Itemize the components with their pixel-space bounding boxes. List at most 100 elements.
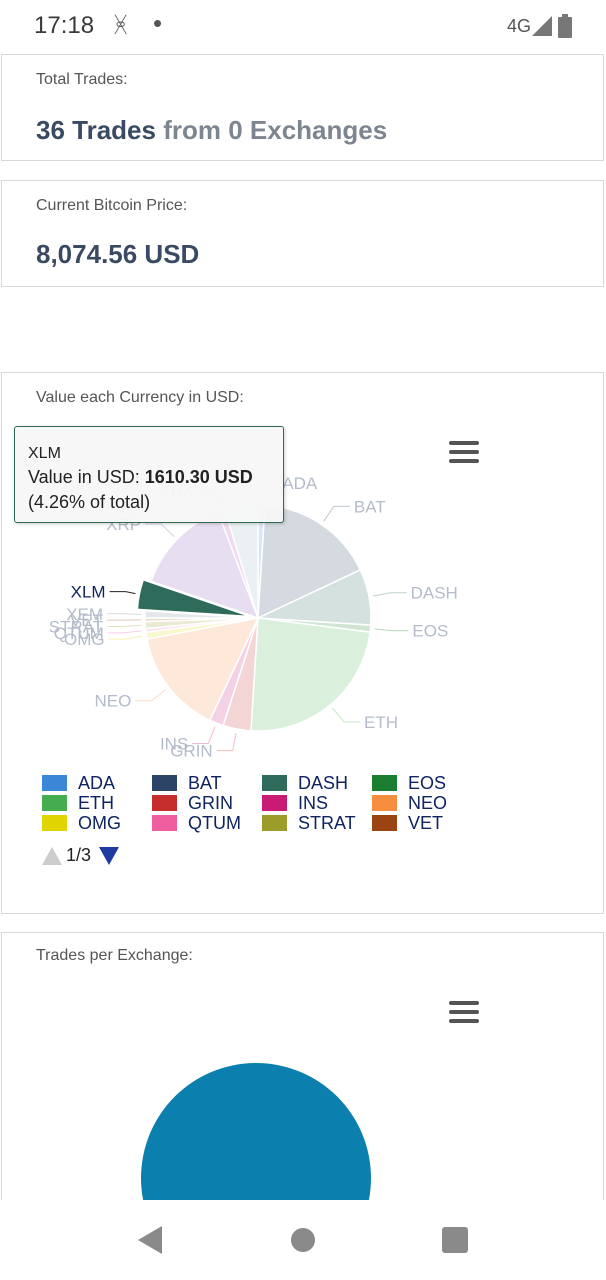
pie-slice-neo[interactable] xyxy=(146,616,260,722)
legend-item-vet[interactable]: VET xyxy=(372,813,443,833)
legend-next-page-icon[interactable] xyxy=(99,846,120,865)
legend-item-strat[interactable]: STRAT xyxy=(262,813,356,833)
legend-label: VET xyxy=(408,812,444,833)
legend-label: NEO xyxy=(408,792,448,813)
pie-connector-eth xyxy=(332,707,361,723)
tooltip-value-prefix: Value in USD: xyxy=(28,467,145,487)
pie-label-strat: STRAT xyxy=(49,617,103,636)
legend-swatch xyxy=(42,775,67,791)
legend-swatch xyxy=(152,775,177,791)
recents-icon[interactable] xyxy=(442,1227,468,1253)
pie-label-eth: ETH xyxy=(364,713,398,732)
pie-label-qtum: QTUM xyxy=(54,624,104,643)
legend-label: STRAT xyxy=(298,812,356,833)
legend-label: INS xyxy=(298,792,329,813)
exchange-pie-slice-0[interactable] xyxy=(141,1063,371,1200)
pie-label-xem: XEM xyxy=(66,605,103,624)
legend-swatch xyxy=(262,775,287,791)
exchanges-count: from 0 Exchanges xyxy=(163,115,388,145)
bitcoin-price-card: Current Bitcoin Price: 8,074.56 USD xyxy=(1,180,604,287)
currency-chart-title: Value each Currency in USD: xyxy=(36,389,244,406)
network-type: 4G xyxy=(507,16,532,36)
legend-item-eth[interactable]: ETH xyxy=(42,793,114,813)
battery-icon xyxy=(558,14,572,38)
legend-pager: 1/3 xyxy=(42,845,120,866)
currency-value-card: Value each Currency in USD: ADA BAT DASH EO… xyxy=(1,372,604,914)
pie-label-xlm: XLM xyxy=(71,583,106,602)
pie-label-grin: GRIN xyxy=(170,742,213,761)
total-trades-value: 36 Trades from 0 Exchanges xyxy=(36,115,387,146)
pie-connector-grin xyxy=(216,732,237,752)
notification-dot-icon: • xyxy=(153,8,163,38)
tooltip-value-line: Value in USD: 1610.30 USD xyxy=(28,467,253,488)
signal-icon xyxy=(532,16,552,36)
pie-label-ins: INS xyxy=(160,735,188,754)
legend-prev-page-icon[interactable] xyxy=(42,846,62,865)
chart-menu-button[interactable] xyxy=(449,441,479,465)
legend-item-bat[interactable]: BAT xyxy=(152,773,222,793)
legend-swatch xyxy=(262,795,287,811)
trades-exchange-title: Trades per Exchange: xyxy=(36,947,193,964)
tooltip-percent: (4.26% of total) xyxy=(28,492,151,512)
legend-item-qtum[interactable]: QTUM xyxy=(152,813,241,833)
legend-item-eos[interactable]: EOS xyxy=(372,773,446,793)
legend-label: EOS xyxy=(408,772,447,793)
legend-item-dash[interactable]: DASH xyxy=(262,773,348,793)
legend-label: ETH xyxy=(78,792,114,813)
total-trades-card: Total Trades: 36 Trades from 0 Exchanges xyxy=(1,54,604,161)
pie-label-bat: BAT xyxy=(354,497,386,516)
legend-swatch xyxy=(372,795,397,811)
pie-connector-dash xyxy=(372,592,407,597)
back-icon[interactable] xyxy=(138,1226,162,1254)
chart-tooltip: XLM Value in USD: 1610.30 USD (4.26% of … xyxy=(14,426,284,523)
home-icon[interactable] xyxy=(291,1228,315,1252)
pie-connector-strat xyxy=(107,624,142,627)
pie-connector-xem xyxy=(107,613,142,615)
pie-slice-xlm[interactable] xyxy=(136,578,251,618)
legend-item-ins[interactable]: INS xyxy=(262,793,328,813)
pie-connector-xrp xyxy=(145,523,175,537)
trades-count: 36 Trades xyxy=(36,115,156,145)
notification-icon: ᚸ xyxy=(114,12,128,37)
total-trades-label: Total Trades: xyxy=(36,71,128,88)
legend-swatch xyxy=(262,815,287,831)
legend-item-neo[interactable]: NEO xyxy=(372,793,447,813)
exchange-chart-menu-button[interactable] xyxy=(449,1001,479,1025)
pie-connector-qtum xyxy=(107,630,142,634)
pie-connector-ins xyxy=(192,726,216,745)
legend-swatch xyxy=(42,815,67,831)
pie-connector-bat xyxy=(323,505,350,522)
pie-connector-eos xyxy=(374,628,409,632)
legend-item-ada[interactable]: ADA xyxy=(42,773,115,793)
pie-label-ada: ADA xyxy=(282,474,318,493)
bitcoin-price-value: 8,074.56 USD xyxy=(36,239,200,269)
trades-per-exchange-card: Trades per Exchange: xyxy=(1,932,604,1200)
status-bar: 17:18 ᚸ • 4G xyxy=(0,0,606,54)
pie-slice-eth[interactable] xyxy=(250,617,371,732)
pie-connector-omg xyxy=(108,635,143,640)
pie-connector-xlm xyxy=(109,591,136,595)
legend-item-grin[interactable]: GRIN xyxy=(152,793,233,813)
legend-swatch xyxy=(152,795,177,811)
navigation-bar xyxy=(0,1200,606,1280)
legend-label: BAT xyxy=(188,772,222,793)
legend-swatch xyxy=(372,815,397,831)
tooltip-value: 1610.30 USD xyxy=(144,467,253,487)
legend-label: OMG xyxy=(78,812,121,833)
pie-slice-xem[interactable] xyxy=(144,610,259,619)
legend-label: DASH xyxy=(298,772,349,793)
legend-label: GRIN xyxy=(188,792,233,813)
pie-label-omg: OMG xyxy=(64,630,105,649)
legend-swatch xyxy=(152,815,177,831)
legend-page-indicator: 1/3 xyxy=(66,845,92,865)
pie-label-vet: VET xyxy=(70,611,103,630)
pie-connector-neo xyxy=(135,689,166,702)
legend-swatch xyxy=(372,775,397,791)
legend-item-omg[interactable]: OMG xyxy=(42,813,121,833)
bitcoin-price-label: Current Bitcoin Price: xyxy=(36,197,188,214)
pie-label-neo: NEO xyxy=(94,692,131,711)
tooltip-title: XLM xyxy=(28,445,61,462)
pie-label-eos: EOS xyxy=(412,622,448,641)
exchange-pie-chart xyxy=(141,1063,371,1200)
